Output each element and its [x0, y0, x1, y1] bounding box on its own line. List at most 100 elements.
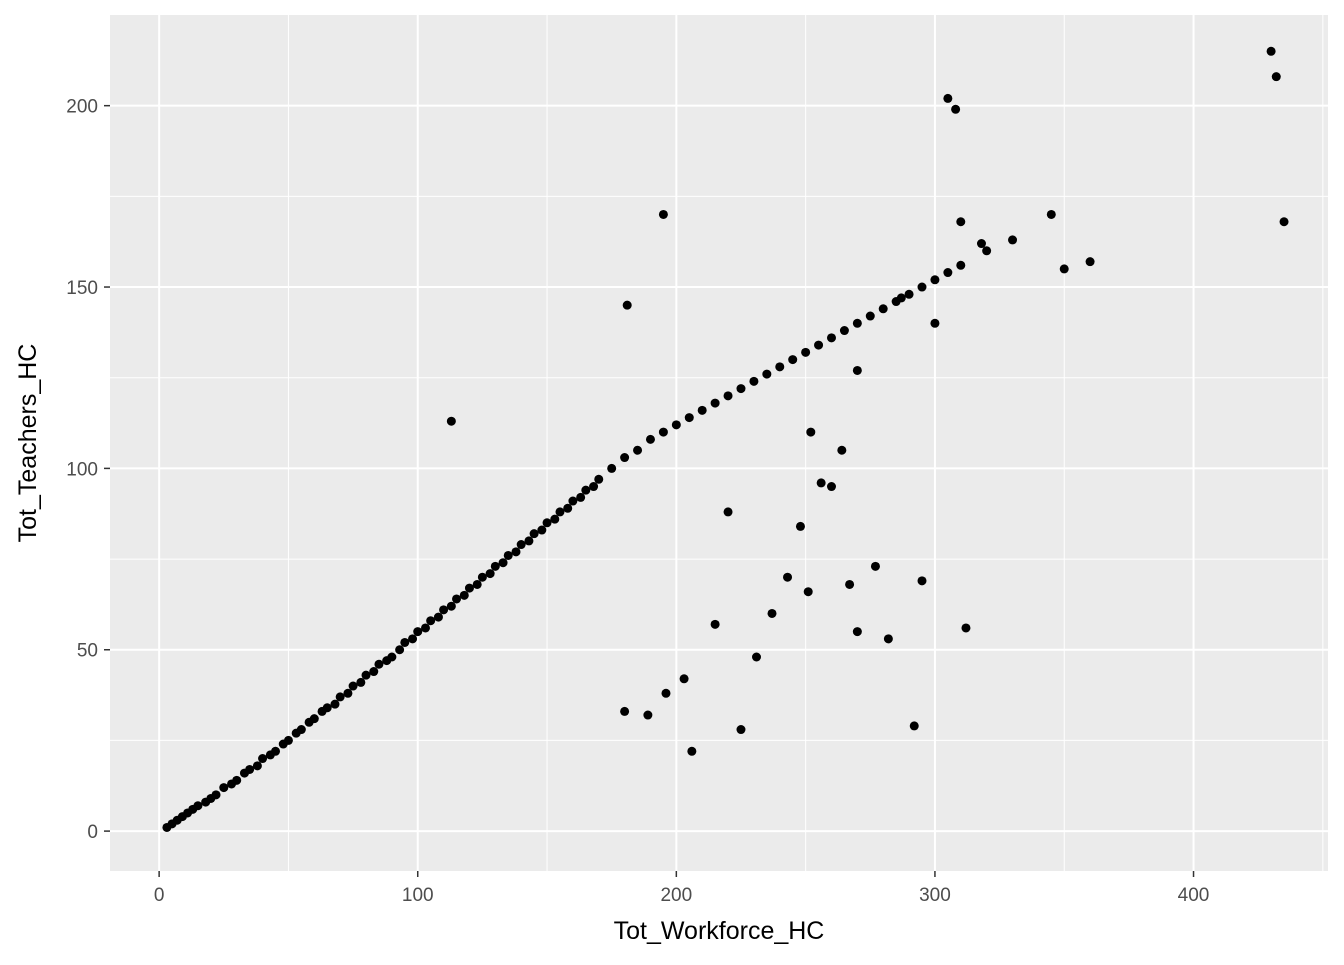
data-point: [348, 681, 358, 691]
data-point: [865, 311, 875, 321]
data-point: [852, 627, 862, 637]
data-point: [594, 474, 604, 484]
data-point: [671, 420, 681, 430]
data-point: [529, 529, 539, 539]
data-point: [330, 699, 340, 709]
data-point: [697, 405, 707, 415]
data-point: [645, 434, 655, 444]
data-point: [943, 93, 953, 103]
data-point: [252, 761, 262, 771]
data-point: [801, 347, 811, 357]
data-point: [749, 376, 759, 386]
data-point: [736, 384, 746, 394]
data-point: [400, 637, 410, 647]
x-tick-label: 400: [1178, 885, 1210, 906]
data-point: [563, 503, 573, 513]
data-point: [661, 688, 671, 698]
plot-panel: [110, 15, 1328, 871]
y-tick-label: 150: [66, 278, 98, 299]
y-axis-title: Tot_Teachers_HC: [14, 344, 42, 543]
data-point: [687, 746, 697, 756]
data-point: [459, 590, 469, 600]
data-point: [620, 453, 630, 463]
data-point: [387, 652, 397, 662]
data-point: [904, 289, 914, 299]
data-point: [814, 340, 824, 350]
data-point: [322, 703, 332, 713]
data-point: [433, 612, 443, 622]
data-point: [537, 525, 547, 535]
data-point: [1271, 72, 1281, 82]
data-point: [982, 246, 992, 256]
data-point: [762, 369, 772, 379]
data-point: [607, 463, 617, 473]
data-point: [356, 677, 366, 687]
y-tick-label: 100: [66, 459, 98, 480]
data-point: [542, 518, 552, 528]
data-point: [472, 579, 482, 589]
data-point: [961, 623, 971, 633]
x-axis-title: Tot_Workforce_HC: [614, 917, 825, 945]
data-point: [1085, 257, 1095, 267]
data-point: [420, 623, 430, 633]
data-point: [271, 746, 281, 756]
data-point: [710, 398, 720, 408]
data-point: [343, 688, 353, 698]
data-point: [258, 754, 268, 764]
data-point: [956, 217, 966, 227]
data-point: [408, 634, 418, 644]
data-point: [751, 652, 761, 662]
data-point: [576, 492, 586, 502]
data-point: [550, 514, 560, 524]
data-point: [837, 445, 847, 455]
data-point: [568, 496, 578, 506]
x-tick-label: 200: [660, 885, 692, 906]
data-point: [943, 268, 953, 278]
x-tick-label: 300: [919, 885, 951, 906]
data-point: [870, 561, 880, 571]
data-point: [783, 572, 793, 582]
y-tick-label: 0: [87, 822, 98, 843]
data-point: [1059, 264, 1069, 274]
data-point: [917, 576, 927, 586]
data-point: [852, 365, 862, 375]
data-point: [736, 725, 746, 735]
x-tick-label: 0: [154, 885, 165, 906]
data-point: [296, 725, 306, 735]
data-point: [951, 104, 961, 114]
data-point: [413, 627, 423, 637]
data-point: [309, 714, 319, 724]
data-point: [878, 304, 888, 314]
data-point: [211, 790, 221, 800]
data-point: [710, 619, 720, 629]
data-point: [679, 674, 689, 684]
data-point: [775, 362, 785, 372]
data-point: [555, 507, 565, 517]
data-point: [788, 355, 798, 365]
data-point: [633, 445, 643, 455]
data-point: [452, 594, 462, 604]
data-point: [193, 801, 203, 811]
data-point: [826, 333, 836, 343]
data-point: [446, 601, 456, 611]
data-point: [464, 583, 474, 593]
x-tick-label: 100: [402, 885, 434, 906]
data-point: [795, 521, 805, 531]
data-point: [896, 293, 906, 303]
data-point: [426, 616, 436, 626]
data-point: [622, 300, 632, 310]
data-point: [620, 706, 630, 716]
data-point: [374, 659, 384, 669]
data-point: [816, 478, 826, 488]
data-point: [490, 561, 500, 571]
data-point: [930, 275, 940, 285]
data-point: [498, 558, 508, 568]
data-point: [503, 550, 513, 560]
data-point: [826, 482, 836, 492]
major-gridlines: [110, 15, 1328, 871]
data-point: [516, 540, 526, 550]
data-point: [395, 645, 405, 655]
data-point: [283, 735, 293, 745]
